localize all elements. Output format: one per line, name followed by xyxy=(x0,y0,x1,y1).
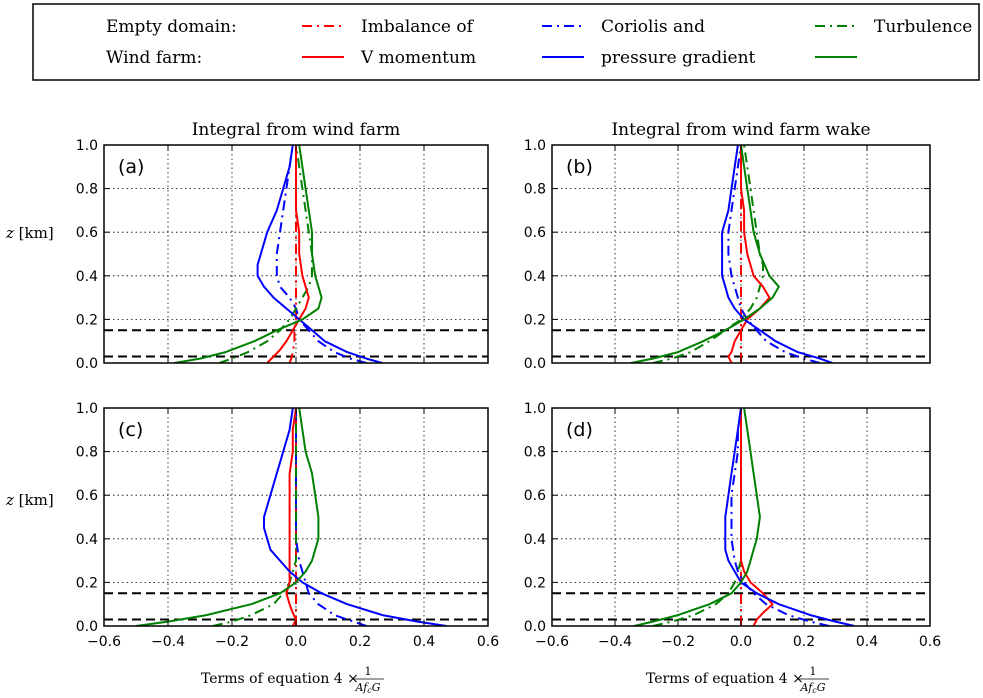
y-tick-label: 1.0 xyxy=(524,138,546,154)
plot-area xyxy=(552,145,930,363)
y-tick-label: 1.0 xyxy=(524,401,546,417)
y-tick-label: 0.2 xyxy=(524,312,546,328)
legend-label-turbulence: Turbulence xyxy=(874,17,972,37)
y-tick-label: 0.4 xyxy=(524,532,546,548)
x-tick-label: −0.4 xyxy=(151,634,185,650)
y-tick-label: 0.2 xyxy=(76,312,98,328)
series-coriolis-solid xyxy=(263,408,447,626)
series-coriolis-solid xyxy=(724,408,855,626)
series-turbulence-dashdot xyxy=(218,145,313,363)
series-imbalance-solid xyxy=(266,145,310,363)
x-axis-label: Terms of equation 4 × 1 AfcG xyxy=(201,665,384,695)
y-axis-label: z [km] xyxy=(5,491,54,509)
series-imbalance-solid xyxy=(727,145,771,363)
y-tick-label: 1.0 xyxy=(76,138,98,154)
series-turbulence-dashdot xyxy=(212,408,297,626)
legend-row-empty-domain: Empty domain: xyxy=(106,17,237,37)
y-tick-label: 0.0 xyxy=(524,356,546,372)
panel-tag: (a) xyxy=(118,156,144,178)
x-tick-label: −0.2 xyxy=(215,634,249,650)
svg-text:1: 1 xyxy=(810,665,817,678)
series-coriolis-dashdot xyxy=(727,145,821,363)
y-tick-label: 0.4 xyxy=(524,269,546,285)
y-tick-label: 0.6 xyxy=(76,225,98,241)
y-tick-label: 0.4 xyxy=(76,269,98,285)
series-imbalance-solid xyxy=(740,408,774,626)
series-coriolis-dashdot xyxy=(295,408,367,626)
y-tick-label: 0.8 xyxy=(524,182,546,198)
svg-text:Terms of equation 4 ×: Terms of equation 4 × xyxy=(201,671,359,687)
svg-text:Terms of equation 4 ×: Terms of equation 4 × xyxy=(646,671,804,687)
series-turbulence-solid xyxy=(135,408,320,626)
y-tick-label: 0.0 xyxy=(524,619,546,635)
x-tick-label: −0.6 xyxy=(87,634,121,650)
x-tick-label: 0.0 xyxy=(730,634,752,650)
y-tick-label: 0.0 xyxy=(76,619,98,635)
y-tick-label: 0.8 xyxy=(524,445,546,461)
panel-c: 0.0 0.2 0.4 0.6 0.8 1.0 −0.6 −0.4 −0.2 0.0 0.2 0.4 0… xyxy=(5,401,499,695)
series-turbulence-solid xyxy=(174,145,323,363)
y-tick-label: 0.4 xyxy=(76,532,98,548)
series-coriolis-dashdot xyxy=(730,408,830,626)
panel-tag: (c) xyxy=(118,419,143,441)
y-tick-label: 1.0 xyxy=(76,401,98,417)
panel-title: Integral from wind farm xyxy=(192,120,401,140)
x-tick-label: 0.4 xyxy=(856,634,878,650)
svg-text:AfcG: AfcG xyxy=(799,681,825,695)
x-tick-label: −0.4 xyxy=(598,634,632,650)
legend-label-coriolis-line1: Coriolis and xyxy=(601,17,705,37)
series-imbalance-solid xyxy=(285,408,297,626)
x-tick-label: 0.2 xyxy=(349,634,371,650)
plot-area xyxy=(552,408,930,626)
svg-text:1: 1 xyxy=(365,665,372,678)
panel-d: 0.0 0.2 0.4 0.6 0.8 1.0 −0.6 −0.4 −0.2 0.0 0.2 0.4 0… xyxy=(524,401,941,695)
y-tick-label: 0.6 xyxy=(524,225,546,241)
series-turbulence-solid xyxy=(630,145,780,363)
series-coriolis-dashdot xyxy=(275,145,367,363)
y-tick-label: 0.8 xyxy=(76,445,98,461)
x-tick-label: 0.6 xyxy=(919,634,941,650)
legend-row-wind-farm: Wind farm: xyxy=(106,48,202,68)
legend: Empty domain: Wind farm: Imbalance of V … xyxy=(32,3,980,81)
y-tick-label: 0.2 xyxy=(524,575,546,591)
y-tick-label: 0.0 xyxy=(76,356,98,372)
series-imbalance-dashdot xyxy=(288,145,297,363)
series-turbulence-dashdot xyxy=(652,145,764,363)
y-tick-label: 0.6 xyxy=(524,488,546,504)
x-tick-label: 0.4 xyxy=(413,634,435,650)
panels: 0.0 0.2 0.4 0.6 0.8 1.0 Integral from wind far… xyxy=(5,120,941,695)
series-turbulence-solid xyxy=(633,408,761,626)
panel-b: 0.0 0.2 0.4 0.6 0.8 1.0 Integral from wind far… xyxy=(524,120,931,372)
series-coriolis-solid xyxy=(256,145,383,363)
legend-label-imbalance-line2: V momentum xyxy=(360,48,476,68)
svg-text:AfcG: AfcG xyxy=(354,681,380,695)
panel-tag: (b) xyxy=(566,156,593,178)
plot-area xyxy=(104,145,488,363)
x-tick-label: 0.6 xyxy=(477,634,499,650)
x-tick-label: −0.6 xyxy=(535,634,569,650)
y-axis-label: z [km] xyxy=(5,224,54,242)
y-tick-label: 0.2 xyxy=(76,575,98,591)
y-tick-label: 0.6 xyxy=(76,488,98,504)
x-axis-label: Terms of equation 4 × 1 AfcG xyxy=(646,665,829,695)
x-tick-label: 0.2 xyxy=(793,634,815,650)
x-tick-label: 0.0 xyxy=(285,634,307,650)
legend-label-coriolis-line2: pressure gradient xyxy=(601,48,756,68)
panel-title: Integral from wind farm wake xyxy=(611,120,870,140)
panel-tag: (d) xyxy=(566,419,593,441)
series-coriolis-solid xyxy=(721,145,833,363)
legend-label-imbalance-line1: Imbalance of xyxy=(361,17,475,37)
x-tick-label: −0.2 xyxy=(661,634,695,650)
plot-area xyxy=(104,408,488,626)
y-tick-label: 0.8 xyxy=(76,182,98,198)
legend-frame xyxy=(32,3,980,81)
panel-a: 0.0 0.2 0.4 0.6 0.8 1.0 Integral from wind far… xyxy=(5,120,489,372)
